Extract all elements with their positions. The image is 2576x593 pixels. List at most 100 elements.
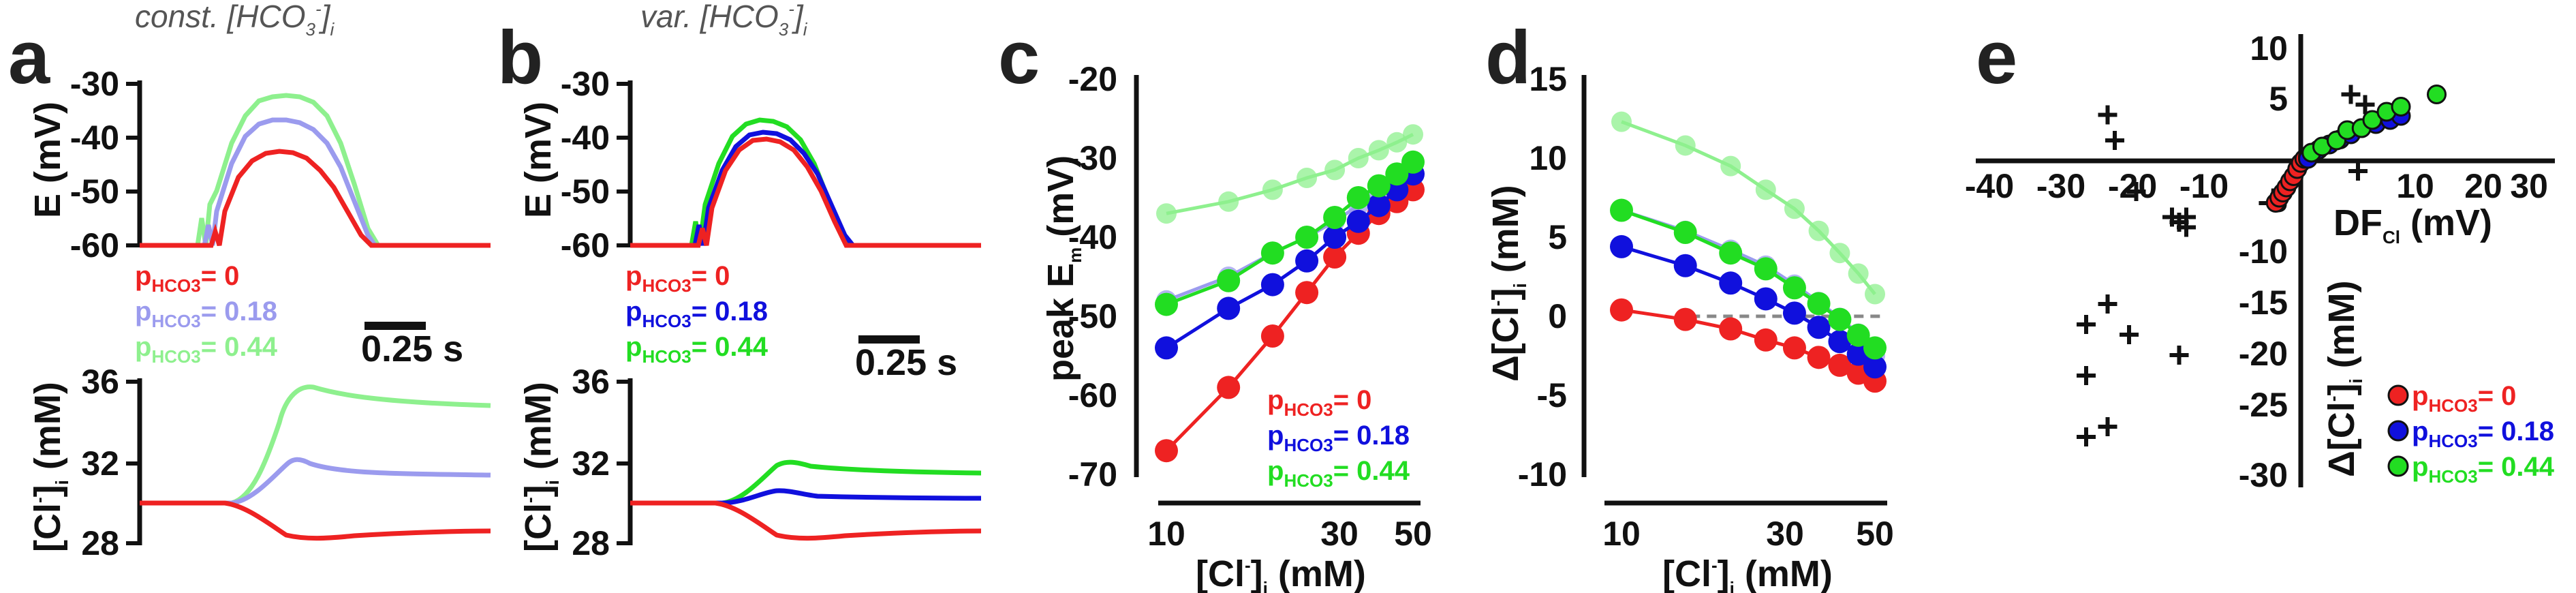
tick-label: 50 [1856,515,1894,553]
tick-label: 10 [1529,139,1567,177]
legend-item-blue: pHCO3= 0.18 [2412,416,2554,451]
panel-a-bottom-ticks: 36 32 28 [81,363,140,562]
tick-label: -20 [2239,335,2288,373]
data-point [1673,221,1697,245]
trace-b-bottom-blue [630,488,982,506]
panel-b-scalebar-label: 0.25 s [855,342,957,383]
tick-label: 30 [1320,515,1359,553]
tick-label: 10 [2250,29,2288,67]
data-point [1807,292,1831,316]
data-point [1863,355,1887,379]
panel-a-top-ylabel: E (mV) [27,102,68,218]
panel-c-legend: pHCO3= 0 pHCO3= 0.18 pHCO3= 0.44 [1267,385,1410,491]
data-point [1295,281,1319,305]
data-point [1156,203,1177,224]
data-point [1807,346,1831,369]
panel-a-scalebar-label: 0.25 s [361,329,463,369]
data-point [1324,159,1346,181]
tick-label: 10 [2396,167,2434,205]
panel-e-xlabel: DFCl (mV) [2333,202,2492,247]
trace-b-bottom-red [630,500,982,541]
data-point [1155,336,1178,360]
legend-marker-green [2387,455,2409,477]
panel-d-letter: d [1485,16,1531,100]
legend-item-green: pHCO3= 0.44 [625,332,769,367]
data-point [1217,376,1241,399]
trace-a-bottom-lightblue [140,457,491,506]
tick-label: 10 [1147,515,1185,553]
tick-label: -10 [2179,167,2229,205]
panel-d-xticks: 10 30 50 [1602,515,1894,553]
panel-e: e -40 -30 -20 -10 10 20 30 10 5 -5 -10 -… [1965,16,2555,494]
tick-label: 50 [1394,515,1432,553]
legend-marker-blue [2387,420,2409,442]
data-point [1863,336,1887,360]
tick-label: -30 [2036,167,2085,205]
panel-c: c -20 -30 -40 -50 -60 -70 10 30 50 peak … [998,16,1432,593]
tick-label: 5 [1548,218,1567,256]
data-point [1217,269,1241,292]
series-line [1621,120,1876,296]
tick-label: -60 [1068,376,1117,414]
data-point [1323,245,1347,269]
data-point [1297,168,1318,188]
data-point [1719,317,1743,341]
legend-item-blue: pHCO3= 0.18 [1267,421,1410,455]
data-point [1673,307,1697,331]
data-point [1829,243,1850,264]
data-point [1754,287,1778,311]
trace-b-top-green [630,117,981,248]
data-point [1367,194,1391,217]
data-point [1719,271,1743,295]
data-point [2391,97,2411,117]
panel-d-ylabel: Δ[Cl-]i (mM) [1485,185,1530,382]
panel-a-legend: pHCO3= 0 pHCO3= 0.18 pHCO3= 0.44 [135,261,278,367]
tick-label: -5 [1537,376,1567,414]
panel-a-bottom-ylabel: [Cl-]i (mM) [27,382,72,552]
panel-b-top-ticks: -30 -40 -50 -60 [561,65,630,264]
data-point [1755,179,1776,200]
data-point [1346,209,1370,233]
data-point [1346,186,1370,209]
tick-label: -30 [1068,139,1117,177]
data-point [1828,307,1852,331]
panel-e-plot [2077,85,2447,446]
tick-label: -40 [1068,218,1117,256]
tick-label: -60 [561,226,610,264]
panel-c-plot [1155,124,1425,463]
data-point [1385,162,1409,186]
tick-label: 28 [81,524,119,562]
data-point [1610,298,1633,322]
data-point [1367,174,1391,198]
panel-a-title: const. [HCO3-]i [135,0,335,40]
data-point [1846,323,1870,347]
tick-label: -70 [1068,455,1117,493]
data-point [1828,353,1852,377]
trace-a-bottom-green [140,384,491,506]
tick-label: 30 [1766,515,1804,553]
panel-e-ylabel: Δ[Cl-]i (mM) [2321,280,2366,477]
data-point [1348,148,1369,168]
tick-label: -50 [561,172,610,211]
tick-label: -40 [561,119,610,157]
data-point [1610,198,1633,222]
data-point [1217,296,1241,320]
panel-d-xlabel: [Cl-]i (mM) [1662,553,1833,593]
data-point [1368,140,1389,161]
data-point [1260,241,1284,265]
panel-b-bottom-ylabel: [Cl-]i (mM) [518,382,563,552]
tick-label: -10 [2239,232,2288,271]
legend-marker-red [2387,384,2409,406]
panel-c-ylabel: peak Em (mV) [1040,155,1085,382]
tick-label: -30 [2239,456,2288,494]
legend-item-red: pHCO3= 0 [2412,381,2516,416]
trace-a-bottom-red [140,500,491,541]
tick-label: 36 [81,363,119,401]
tick-label: -20 [1068,60,1117,98]
data-point [2427,85,2447,104]
data-point [1260,324,1284,348]
data-point [1295,249,1319,273]
data-point [1610,234,1633,258]
data-point [1675,135,1696,156]
data-point [1828,330,1852,354]
